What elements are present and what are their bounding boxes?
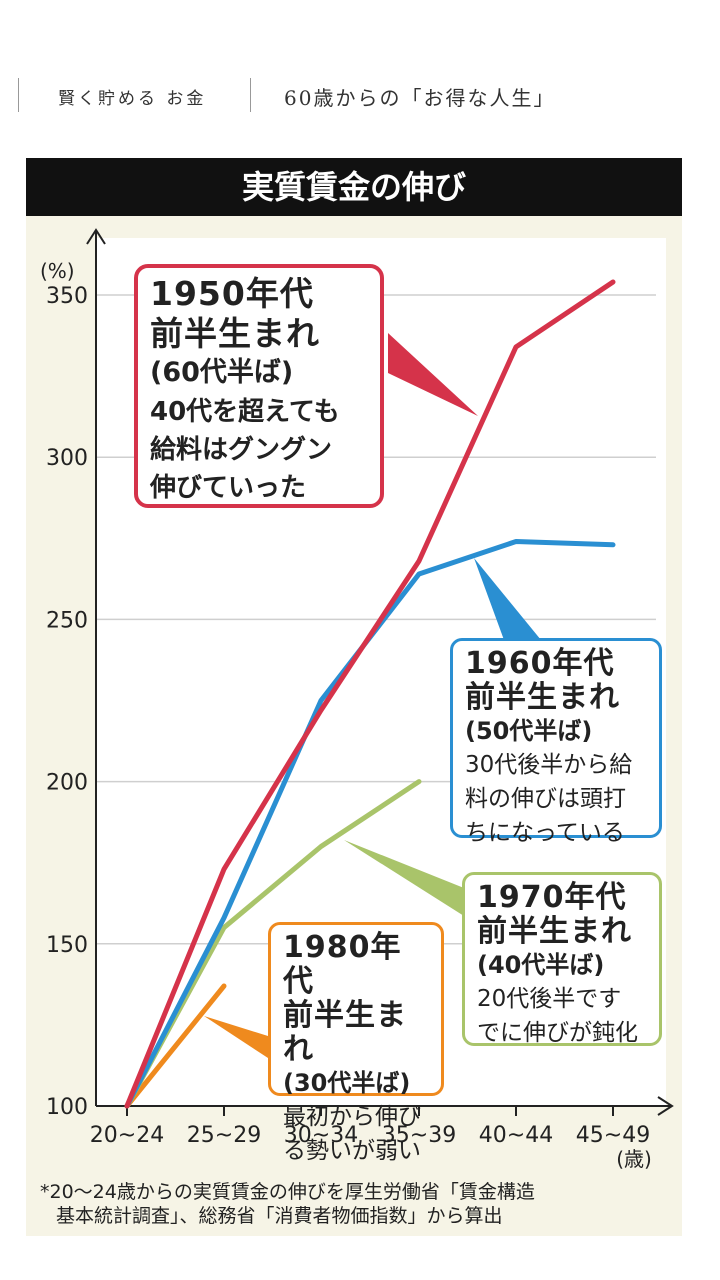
chart-panel: 実質賃金の伸び 100 150 200 250 300 350 (%) 20~24 25~29 3… (26, 158, 682, 1236)
callout-desc: 20代後半です (477, 986, 622, 1012)
header-series-title: 60歳からの「お得な人生」 (284, 86, 556, 110)
callout-1950s: 1950年代 前半生まれ (60代半ば) 40代を超えても 給料はグングン 伸び… (134, 264, 384, 508)
x-axis-arrow (657, 1096, 674, 1116)
footnote-line: *20～24歳からの実質賃金の伸びを厚生労働省「賃金構造 (40, 1181, 535, 1203)
callout-title: 1960年代 (465, 646, 615, 681)
footnote: *20～24歳からの実質賃金の伸びを厚生労働省「賃金構造 基本統計調査」、総務省… (40, 1180, 672, 1228)
x-tick-label: 40~44 (479, 1123, 553, 1148)
series-line-1980年代前半生まれ (124, 983, 227, 1109)
x-tick-label: 35~39 (382, 1123, 456, 1148)
y-tick-label: 350 (46, 284, 88, 309)
callout-subtitle: 前半生まれ (283, 998, 407, 1067)
x-axis-unit: (歳) (616, 1147, 652, 1171)
callout-desc: 最初から伸び (283, 1104, 421, 1130)
callout-1960s: 1960年代 前半生まれ (50代半ば) 30代後半から給 料の伸びは頭打 ちに… (450, 638, 662, 846)
callout-desc: 30代後半から給 (465, 752, 633, 778)
x-tick-label: 30~34 (284, 1123, 358, 1148)
y-tick-label: 300 (46, 446, 88, 471)
callout-desc: 給料はグングン (150, 435, 333, 465)
callout-pointer-1950s (388, 333, 478, 416)
header-divider (250, 78, 251, 112)
callout-subtitle: 前半生まれ (477, 914, 632, 949)
callout-desc: 伸びていった (150, 473, 307, 503)
callout-desc: 40代を超えても (150, 397, 340, 427)
callout-title: 1950年代 (150, 274, 314, 313)
callout-pointer-1960s (474, 558, 541, 640)
callout-age: (40代半ば) (477, 951, 605, 979)
callout-desc: る勢いが弱い (283, 1138, 421, 1164)
y-tick-label: 150 (46, 933, 88, 958)
callout-title: 1980年代 (283, 930, 402, 999)
y-axis-arrow (86, 228, 106, 245)
header-divider (18, 78, 19, 112)
callout-age: (50代半ば) (465, 717, 593, 745)
callout-age: (30代半ば) (283, 1069, 411, 1097)
callout-subtitle: 前半生まれ (150, 314, 320, 353)
article-header: 賢く貯める お金 60歳からの「お得な人生」 (18, 74, 698, 116)
callout-1980s: 1980年代 前半生まれ (30代半ば) 最初から伸び る勢いが弱い (268, 922, 444, 1164)
callout-subtitle: 前半生まれ (465, 680, 620, 715)
y-tick-label: 250 (46, 608, 88, 633)
callout-desc: でに伸びが鈍化 (477, 1020, 638, 1046)
callout-desc: ちになっている (465, 820, 625, 846)
y-tick-label: 100 (46, 1095, 88, 1120)
x-tick-label: 20~24 (90, 1123, 164, 1148)
chart-title: 実質賃金の伸び (26, 158, 682, 216)
x-tick-label: 25~29 (187, 1123, 261, 1148)
callout-age: (60代半ば) (150, 357, 294, 388)
y-tick-label: 200 (46, 771, 88, 796)
callout-desc: 料の伸びは頭打 (465, 786, 626, 812)
y-axis-unit: (%) (40, 259, 75, 283)
x-tick-label: 45~49 (576, 1123, 650, 1148)
series-line-1950年代前半生まれ (124, 279, 616, 1109)
footnote-line: 基本統計調査」、総務省「消費者物価指数」から算出 (56, 1205, 503, 1227)
callout-pointer-1980s (204, 1016, 268, 1058)
header-category: 賢く貯める お金 (58, 89, 207, 109)
callout-pointer-1970s (344, 840, 464, 916)
callout-title: 1970年代 (477, 880, 627, 915)
callout-1970s: 1970年代 前半生まれ (40代半ば) 20代後半です でに伸びが鈍化 (462, 872, 662, 1046)
